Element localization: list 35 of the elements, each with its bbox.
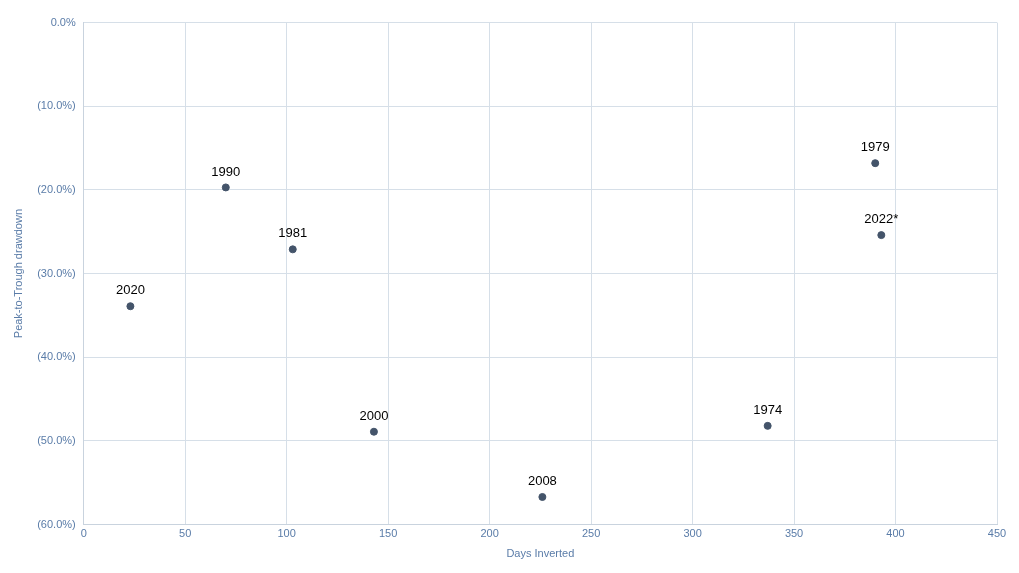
annotation: 2008: [527, 473, 557, 489]
annotation: 2022*: [864, 211, 899, 227]
annotation: 2020: [115, 282, 145, 298]
annotation: 2000: [359, 407, 389, 423]
x-tick-label: 400: [886, 527, 905, 540]
x-tick-label: 200: [480, 527, 499, 540]
annotation: 1979: [860, 139, 890, 155]
point: [763, 421, 772, 430]
y-tick-label: (30.0%): [37, 266, 76, 279]
y-tick-label: (60.0%): [37, 517, 76, 530]
x-tick-label: 300: [683, 527, 702, 540]
x-tick-label: 100: [277, 527, 296, 540]
point: [877, 231, 886, 240]
point: [538, 492, 547, 501]
point: [221, 183, 230, 192]
annotation: 1981: [278, 225, 308, 241]
x-tick-label: 450: [987, 527, 1007, 540]
point: [126, 302, 135, 311]
y-tick-label: (20.0%): [37, 182, 76, 195]
y-tick-label: (10.0%): [37, 99, 76, 112]
y-tick-label: (40.0%): [37, 350, 76, 363]
point: [871, 159, 880, 168]
y-tick-label: 0.0%: [50, 15, 76, 28]
annotation: 1974: [753, 401, 783, 417]
y-axis-title: Peak-to-Trough drawdown: [11, 208, 24, 339]
x-tick-label: 0: [80, 527, 87, 540]
x-tick-label: 250: [581, 527, 601, 540]
x-tick-label: 150: [378, 527, 398, 540]
point: [288, 245, 297, 254]
x-axis-title: Days Inverted: [506, 547, 575, 560]
annotation: 1990: [211, 163, 241, 179]
x-tick-label: 350: [784, 527, 804, 540]
x-tick-label: 50: [179, 527, 192, 540]
y-tick-label: (50.0%): [37, 433, 76, 446]
point: [369, 427, 378, 436]
